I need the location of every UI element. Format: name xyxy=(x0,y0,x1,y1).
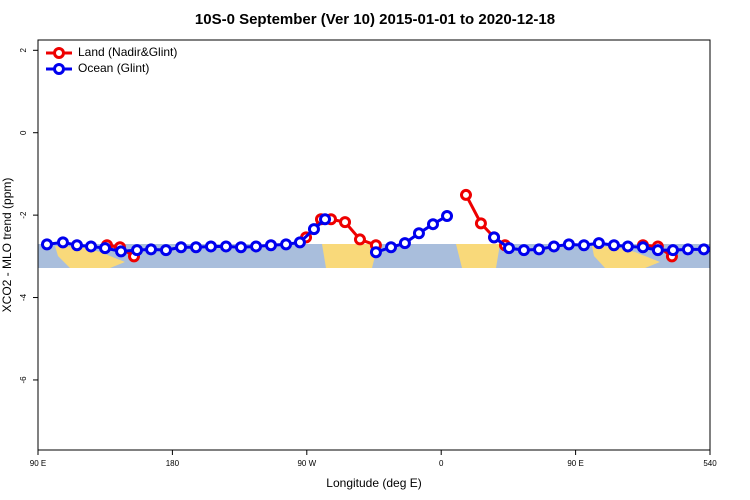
point xyxy=(175,241,188,254)
point xyxy=(307,223,320,236)
x-tick-label: 90 W xyxy=(297,459,316,468)
y-tick-label: -6 xyxy=(19,376,28,384)
y-tick-label: -2 xyxy=(19,211,28,219)
x-axis-label: Longitude (deg E) xyxy=(326,476,421,490)
plot-frame xyxy=(37,39,711,451)
point xyxy=(85,240,98,253)
point xyxy=(353,233,366,246)
x-tick-label: 0 xyxy=(439,459,444,468)
point xyxy=(607,239,620,252)
point xyxy=(115,245,128,258)
y-axis-label: XCO2 - MLO trend (ppm) xyxy=(0,178,14,313)
legend-label: Land (Nadir&Glint) xyxy=(78,45,177,59)
point xyxy=(412,227,425,240)
point xyxy=(159,244,172,257)
point xyxy=(474,217,487,230)
point xyxy=(319,213,332,226)
point xyxy=(459,188,472,201)
point xyxy=(70,239,83,252)
x-tick-label: 540 xyxy=(703,459,717,468)
legend-label: Ocean (Glint) xyxy=(78,61,149,75)
point xyxy=(681,243,694,256)
point xyxy=(502,242,515,255)
point xyxy=(636,241,649,254)
point xyxy=(40,238,53,251)
point xyxy=(250,240,263,253)
point xyxy=(99,242,112,255)
point xyxy=(547,240,560,253)
point xyxy=(517,244,530,257)
point xyxy=(426,218,439,231)
point xyxy=(264,239,277,252)
y-tick-label: -4 xyxy=(19,293,28,301)
point xyxy=(697,243,710,256)
point xyxy=(441,209,454,222)
x-tick-label: 180 xyxy=(166,459,180,468)
point xyxy=(220,240,233,253)
point xyxy=(533,243,546,256)
land-patch xyxy=(322,244,378,268)
point xyxy=(145,243,158,256)
point xyxy=(398,237,411,250)
x-tick-label: 90 E xyxy=(30,459,46,468)
point xyxy=(56,236,69,249)
point xyxy=(189,241,202,254)
point xyxy=(234,241,247,254)
legend-marker xyxy=(53,63,65,75)
point xyxy=(621,240,634,253)
land-patch xyxy=(456,244,500,268)
y-tick-label: 0 xyxy=(19,130,28,135)
point xyxy=(339,216,352,229)
point xyxy=(592,237,605,250)
chart-title: 10S-0 September (Ver 10) 2015-01-01 to 2… xyxy=(195,11,555,28)
point xyxy=(204,240,217,253)
point xyxy=(131,244,144,257)
point xyxy=(385,241,398,254)
land-patch xyxy=(592,246,660,268)
land-patch xyxy=(55,246,125,268)
point xyxy=(293,236,306,249)
point xyxy=(488,231,501,244)
x-tick-label: 90 E xyxy=(567,459,583,468)
y-tick-label: 2 xyxy=(19,48,28,53)
point xyxy=(577,239,590,252)
point xyxy=(280,238,293,251)
point xyxy=(666,244,679,257)
legend-marker xyxy=(53,47,65,59)
point xyxy=(369,246,382,259)
point xyxy=(651,244,664,257)
point xyxy=(562,238,575,251)
